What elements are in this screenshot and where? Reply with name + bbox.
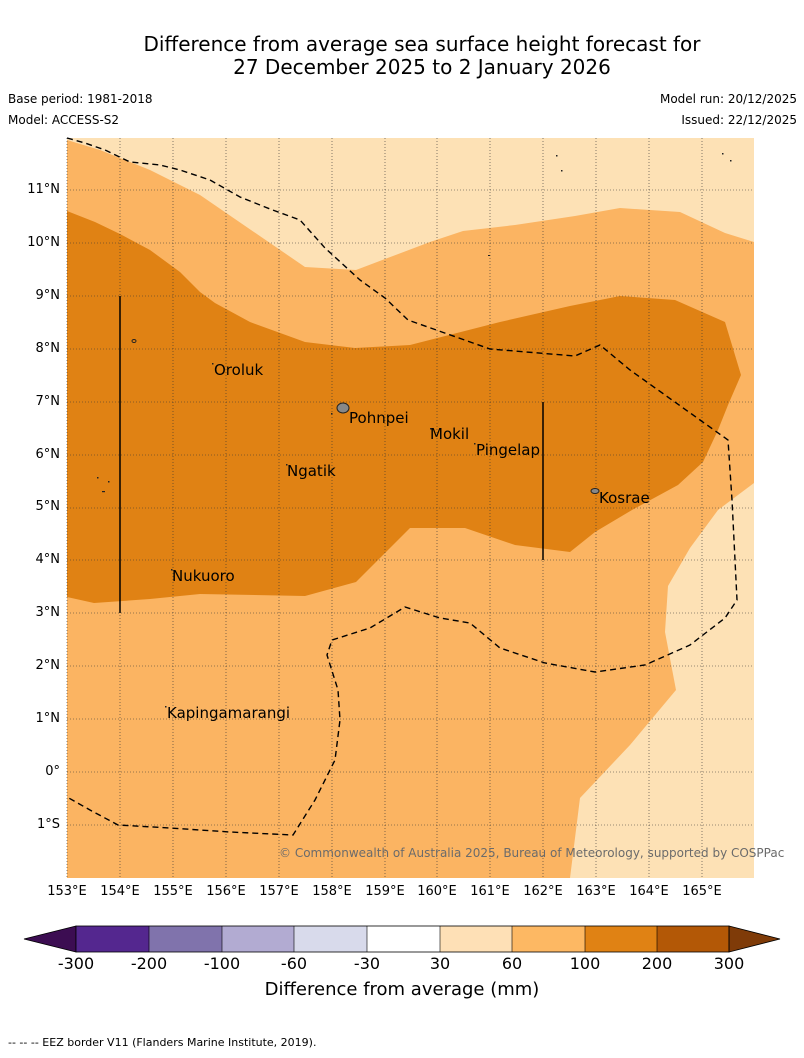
zone-30-60-south bbox=[570, 483, 754, 878]
colorbar-segment bbox=[222, 926, 294, 952]
lat-label: 2°N bbox=[35, 658, 61, 673]
colorbar-extend-low bbox=[23, 925, 77, 953]
kosrae-island bbox=[590, 488, 600, 494]
lat-label: 11°N bbox=[27, 182, 60, 197]
lon-label: 154°E bbox=[100, 884, 140, 899]
place-kosrae: Kosrae bbox=[599, 489, 650, 507]
colorbar-tick: -200 bbox=[130, 954, 168, 973]
colorbar-label: Difference from average (mm) bbox=[264, 979, 540, 1000]
colorbar-tick: 30 bbox=[429, 954, 451, 973]
lon-label: 158°E bbox=[312, 884, 352, 899]
colorbar-segment bbox=[76, 926, 149, 952]
colorbar-tick: -300 bbox=[57, 954, 95, 973]
lat-label: 8°N bbox=[35, 341, 61, 356]
lat-label: 6°N bbox=[35, 447, 61, 462]
islet bbox=[131, 339, 137, 343]
colorbar-tick: -60 bbox=[280, 954, 308, 973]
colorbar-tick: 100 bbox=[569, 954, 601, 973]
title-line-1: Difference from average sea surface heig… bbox=[143, 32, 701, 56]
colorbar bbox=[23, 925, 781, 953]
colorbar-segment bbox=[294, 926, 367, 952]
model-run: Model run: 20/12/2025 bbox=[659, 92, 797, 106]
lat-label: 9°N bbox=[35, 288, 61, 303]
lon-label: 165°E bbox=[682, 884, 722, 899]
place-mokil: Mokil bbox=[430, 425, 470, 443]
place-pingelap: Pingelap bbox=[476, 441, 541, 459]
lat-label: 4°N bbox=[35, 552, 61, 567]
lon-label: 156°E bbox=[206, 884, 246, 899]
eez-legend: -- -- -- EEZ border V11 (Flanders Marine… bbox=[8, 1036, 317, 1049]
title-line-2: 27 December 2025 to 2 January 2026 bbox=[233, 55, 611, 79]
lat-label: 7°N bbox=[35, 394, 61, 409]
place-oroluk: Oroluk bbox=[214, 361, 264, 379]
lat-label: 3°N bbox=[35, 605, 61, 620]
eez-border bbox=[66, 137, 738, 836]
colorbar-tick: -30 bbox=[353, 954, 381, 973]
issued-date: Issued: 22/12/2025 bbox=[681, 113, 797, 127]
copyright-notice: © Commonwealth of Australia 2025, Bureau… bbox=[279, 846, 785, 860]
place-nukuoro: Nukuoro bbox=[172, 567, 235, 585]
colorbar-segment bbox=[440, 926, 512, 952]
pohnpei-island bbox=[336, 402, 350, 414]
lon-label: 155°E bbox=[153, 884, 193, 899]
lon-label: 159°E bbox=[365, 884, 405, 899]
atoll-dots bbox=[97, 153, 732, 708]
zone-100-200 bbox=[67, 211, 741, 603]
colorbar-tick: 200 bbox=[641, 954, 673, 973]
lat-label: 0° bbox=[45, 764, 60, 779]
colorbar-segment bbox=[585, 926, 657, 952]
colorbar-extend-high bbox=[728, 925, 781, 953]
lon-label: 157°E bbox=[259, 884, 299, 899]
colorbar-segment bbox=[657, 926, 729, 952]
lon-label: 164°E bbox=[629, 884, 669, 899]
map-title: Difference from average sea surface heig… bbox=[0, 33, 804, 79]
lon-label: 162°E bbox=[523, 884, 563, 899]
colorbar-tick: -100 bbox=[203, 954, 241, 973]
lat-label: 10°N bbox=[27, 235, 60, 250]
place-kapingamarangi: Kapingamarangi bbox=[167, 704, 291, 722]
lon-label: 161°E bbox=[470, 884, 510, 899]
lat-label: 1°S bbox=[36, 817, 60, 832]
lon-label: 153°E bbox=[47, 884, 87, 899]
colorbar-segment bbox=[512, 926, 585, 952]
colorbar-tick: 60 bbox=[501, 954, 523, 973]
colorbar-tick: 300 bbox=[713, 954, 745, 973]
lat-label: 5°N bbox=[35, 499, 61, 514]
colorbar-segment bbox=[149, 926, 222, 952]
lat-label: 1°N bbox=[35, 711, 61, 726]
model-name: Model: ACCESS-S2 bbox=[8, 113, 120, 127]
zone-30-60-north bbox=[67, 138, 754, 270]
place-ngatik: Ngatik bbox=[287, 462, 336, 480]
lon-label: 160°E bbox=[417, 884, 457, 899]
base-period: Base period: 1981-2018 bbox=[8, 92, 153, 106]
place-pohnpei: Pohnpei bbox=[349, 409, 409, 427]
lon-label: 163°E bbox=[576, 884, 616, 899]
colorbar-segment bbox=[367, 926, 440, 952]
